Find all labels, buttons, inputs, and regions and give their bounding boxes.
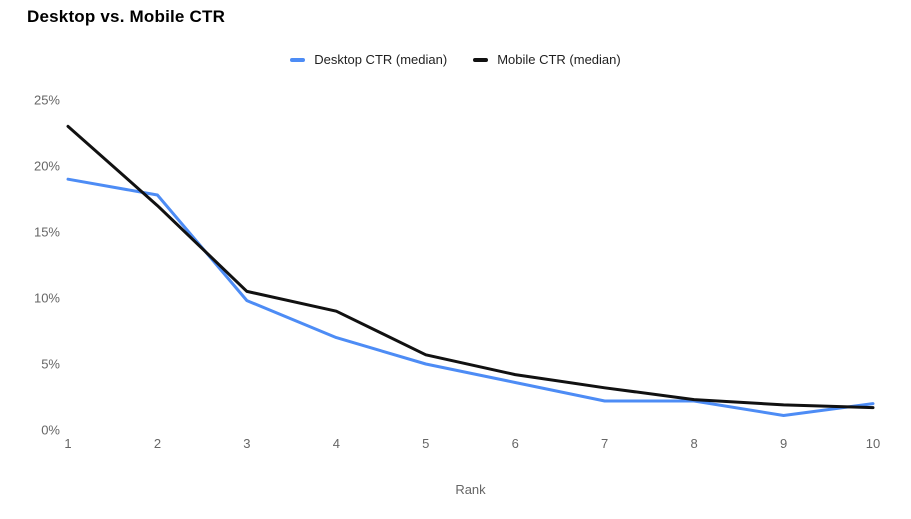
y-tick-label: 10%	[34, 291, 60, 306]
x-tick-label: 7	[601, 436, 608, 451]
desktop-series-swatch-icon	[290, 57, 306, 62]
x-tick-label: 6	[512, 436, 519, 451]
x-tick-label: 5	[422, 436, 429, 451]
x-tick-label: 3	[243, 436, 250, 451]
legend-item-mobile[interactable]: Mobile CTR (median)	[473, 52, 621, 67]
mobile-ctr-median-line	[66, 124, 875, 410]
legend-item-desktop[interactable]: Desktop CTR (median)	[290, 52, 447, 67]
y-tick-label: 20%	[34, 159, 60, 174]
desktop-ctr-median-line	[66, 177, 875, 417]
x-tick-label: 4	[333, 436, 340, 451]
mobile-series-swatch-icon	[473, 57, 489, 62]
x-tick-label: 9	[780, 436, 787, 451]
x-axis-title: Rank	[455, 482, 486, 497]
x-tick-label: 1	[64, 436, 71, 451]
legend-label-desktop: Desktop CTR (median)	[314, 52, 448, 67]
x-tick-label: 2	[154, 436, 161, 451]
y-tick-label: 0%	[41, 423, 60, 438]
x-tick-label: 8	[690, 436, 697, 451]
x-tick-label: 10	[866, 436, 880, 451]
y-tick-label: 5%	[41, 357, 60, 372]
legend-label-mobile: Mobile CTR (median)	[497, 52, 621, 67]
chart-title: Desktop vs. Mobile CTR	[27, 7, 226, 26]
y-tick-label: 15%	[34, 225, 60, 240]
y-tick-label: 25%	[34, 93, 60, 108]
chart-legend: Desktop CTR (median) Mobile CTR (median)	[0, 52, 911, 67]
